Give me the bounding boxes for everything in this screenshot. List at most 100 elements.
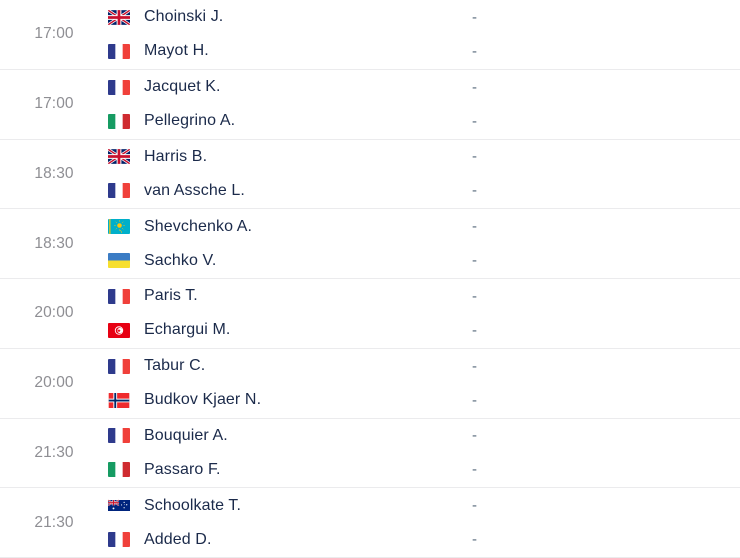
match-row[interactable]: 18:30 Harris B. van Assche L. - - [0,139,740,210]
score-line: - [472,210,740,244]
match-scores: -- [472,209,740,278]
player-entry[interactable]: Bouquier A. [108,419,472,453]
match-time: 20:00 [34,304,74,322]
score-line: - [472,104,740,138]
player-score: - [472,78,477,96]
player-score: - [472,8,477,26]
match-row[interactable]: 18:30 Shevchenko A. Sachko V. - - [0,209,740,279]
player-entry[interactable]: Shevchenko A. [108,210,472,244]
match-time: 18:30 [34,164,74,182]
kz-flag-icon [108,219,130,235]
player-score: - [472,427,477,445]
score-line: - [472,383,740,417]
score-line: - [472,313,740,347]
player-name: Echargui M. [144,321,231,339]
match-players: Shevchenko A. Sachko V. [108,209,472,278]
match-players: Jacquet K. Pellegrino A. [108,70,472,139]
fr-flag-icon [108,288,130,304]
player-name: Tabur C. [144,357,206,375]
score-line: - [472,489,740,523]
player-entry[interactable]: Paris T. [108,279,472,313]
score-line: - [472,244,740,278]
player-entry[interactable]: Added D. [108,523,472,557]
match-time: 21:30 [34,513,74,531]
score-line: - [472,419,740,453]
player-name: Bouquier A. [144,426,228,444]
match-row[interactable]: 20:00 Paris T. Echargui M. - - [0,279,740,349]
player-entry[interactable]: Passaro F. [108,453,472,487]
match-scores: -- [472,488,740,557]
match-row[interactable]: 17:00 Jacquet K. Pellegrino A. - - [0,69,740,140]
player-entry[interactable]: Schoolkate T. [108,489,472,523]
tn-flag-icon [108,322,130,338]
match-scores: -- [472,140,740,209]
player-entry[interactable]: Pellegrino A. [108,104,472,138]
it-flag-icon [108,113,130,129]
fr-flag-icon [108,358,130,374]
match-row[interactable]: 20:00 Tabur C. Budkov Kjaer N. - - [0,348,740,419]
score-line: - [472,453,740,487]
player-entry[interactable]: van Assche L. [108,174,472,208]
score-line: - [472,523,740,557]
match-players: Tabur C. Budkov Kjaer N. [108,349,472,418]
it-flag-icon [108,462,130,478]
player-score: - [472,321,477,339]
match-row[interactable]: 21:30 Schoolkate T. Added D. - - [0,488,740,558]
match-row[interactable]: 17:00 Choinski J. Mayot H. - - [0,0,740,70]
match-time: 20:00 [34,374,74,392]
au-flag-icon [108,498,130,513]
score-line: - [472,34,740,68]
player-entry[interactable]: Jacquet K. [108,70,472,104]
match-players: Harris B. van Assche L. [108,140,472,209]
fr-flag-icon [108,532,130,548]
match-row[interactable]: 21:30 Bouquier A. Passaro F. - - [0,418,740,489]
player-score: - [472,357,477,375]
score-line: - [472,140,740,174]
match-time: 18:30 [34,234,74,252]
score-line: - [472,70,740,104]
match-players: Choinski J. Mayot H. [108,0,472,69]
player-name: Budkov Kjaer N. [144,391,262,409]
player-entry[interactable]: Echargui M. [108,313,472,347]
match-scores: -- [472,419,740,488]
player-entry[interactable]: Harris B. [108,140,472,174]
score-line: - [472,279,740,313]
player-name: Jacquet K. [144,78,221,96]
ua-flag-icon [108,253,130,269]
score-line: - [472,0,740,34]
player-name: Added D. [144,530,212,548]
match-players: Schoolkate T. Added D. [108,488,472,557]
player-entry[interactable]: Budkov Kjaer N. [108,383,472,417]
gb-flag-icon [108,149,130,164]
match-time: 21:30 [34,443,74,461]
player-entry[interactable]: Tabur C. [108,349,472,383]
no-flag-icon [108,392,130,408]
match-scores: -- [472,70,740,139]
player-score: - [472,112,477,130]
fr-flag-icon [108,79,130,95]
player-name: van Assche L. [144,181,245,199]
score-line: - [472,174,740,208]
player-entry[interactable]: Choinski J. [108,0,472,34]
player-name: Mayot H. [144,42,209,60]
player-entry[interactable]: Mayot H. [108,34,472,68]
player-name: Harris B. [144,147,208,165]
player-score: - [472,252,477,270]
player-name: Sachko V. [144,251,217,269]
match-players: Paris T. Echargui M. [108,279,472,348]
player-score: - [472,391,477,409]
fr-flag-icon [108,43,130,59]
match-scores: -- [472,279,740,348]
match-time: 17:00 [34,95,74,113]
match-scores: -- [472,0,740,69]
score-line: - [472,349,740,383]
player-name: Paris T. [144,287,198,305]
match-players: Bouquier A. Passaro F. [108,419,472,488]
player-name: Schoolkate T. [144,496,242,514]
player-score: - [472,531,477,549]
player-entry[interactable]: Sachko V. [108,244,472,278]
player-score: - [472,218,477,236]
match-scores: -- [472,349,740,418]
gb-flag-icon [108,10,130,25]
